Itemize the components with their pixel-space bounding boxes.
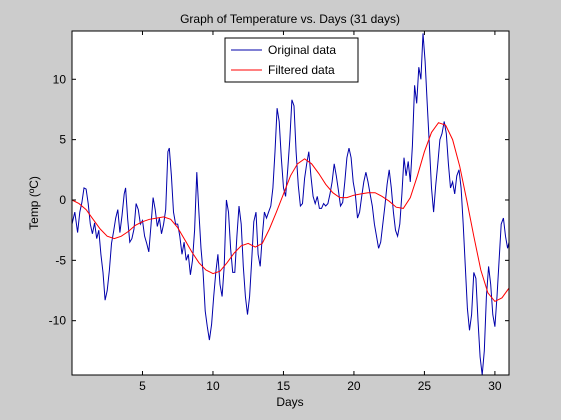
x-tick-label: 30 [488,379,502,393]
y-tick-label: -10 [49,314,67,328]
plot-area [72,31,509,375]
y-tick-label: 5 [59,133,66,147]
axis-ticks: 5 10 15 20 25 30 -10 -5 0 5 10 [49,31,509,393]
x-tick-label: 5 [139,379,146,393]
legend-label-filtered: Filtered data [268,63,335,77]
plot-frame [71,30,510,376]
legend-label-original: Original data [268,43,336,57]
y-axis-label: Temp (ºC) [27,176,41,230]
x-tick-label: 20 [347,379,361,393]
series-line-filtered [71,122,510,303]
y-tick-label: 0 [59,193,66,207]
x-tick-label: 10 [206,379,220,393]
y-tick-label: 10 [53,72,67,86]
chart-title: Graph of Temperature vs. Days (31 days) [180,12,400,26]
legend-box [224,37,359,83]
series-layer [71,33,510,376]
legend: Original data Filtered data [224,37,359,83]
y-tick-label: -5 [55,253,66,267]
x-axis-label: Days [276,395,303,409]
x-tick-label: 15 [277,379,291,393]
x-tick-label: 25 [418,379,432,393]
series-line-original [71,33,510,376]
